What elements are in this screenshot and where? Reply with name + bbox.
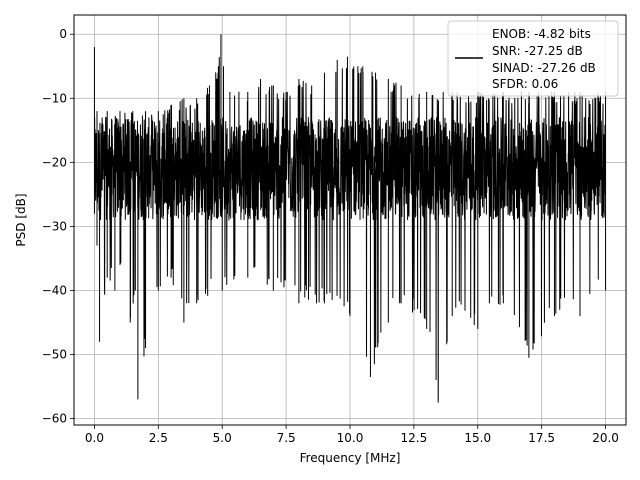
y-tick-label: −50: [42, 348, 67, 362]
y-tick-label: −20: [42, 155, 67, 169]
x-tick-label: 7.5: [277, 431, 296, 445]
legend-box: [447, 20, 619, 97]
legend-entry-sfdr: SFDR: 0.06: [492, 77, 558, 91]
psd-series-line: [93, 34, 607, 403]
x-tick-label: 17.5: [528, 431, 555, 445]
y-tick-label: −30: [42, 219, 67, 233]
x-tick-label: 12.5: [401, 431, 428, 445]
x-axis-label: Frequency [MHz]: [300, 451, 401, 465]
x-axis-ticks: 0.0 2.5 5.0 7.5 10.0 12.5 15.0 17.5 20.0: [85, 425, 619, 445]
y-tick-label: −10: [42, 91, 67, 105]
x-tick-label: 15.0: [464, 431, 491, 445]
series-layer: [93, 34, 607, 403]
x-tick-label: 0.0: [85, 431, 104, 445]
y-tick-label: −40: [42, 283, 67, 297]
legend: ENOB: -4.82 bits SNR: -27.25 dB SINAD: -…: [447, 20, 619, 97]
legend-entry-snr: SNR: -27.25 dB: [492, 44, 583, 58]
y-axis-ticks: 0 −10 −20 −30 −40 −50 −60: [42, 27, 74, 426]
x-tick-label: 2.5: [149, 431, 168, 445]
y-axis-label: PSD [dB]: [14, 193, 28, 246]
y-tick-label: 0: [59, 27, 67, 41]
y-tick-label: −60: [42, 412, 67, 426]
legend-entry-sinad: SINAD: -27.26 dB: [492, 61, 596, 75]
x-tick-label: 20.0: [592, 431, 619, 445]
x-tick-label: 5.0: [213, 431, 232, 445]
x-tick-label: 10.0: [337, 431, 364, 445]
legend-entry-enob: ENOB: -4.82 bits: [492, 27, 591, 41]
